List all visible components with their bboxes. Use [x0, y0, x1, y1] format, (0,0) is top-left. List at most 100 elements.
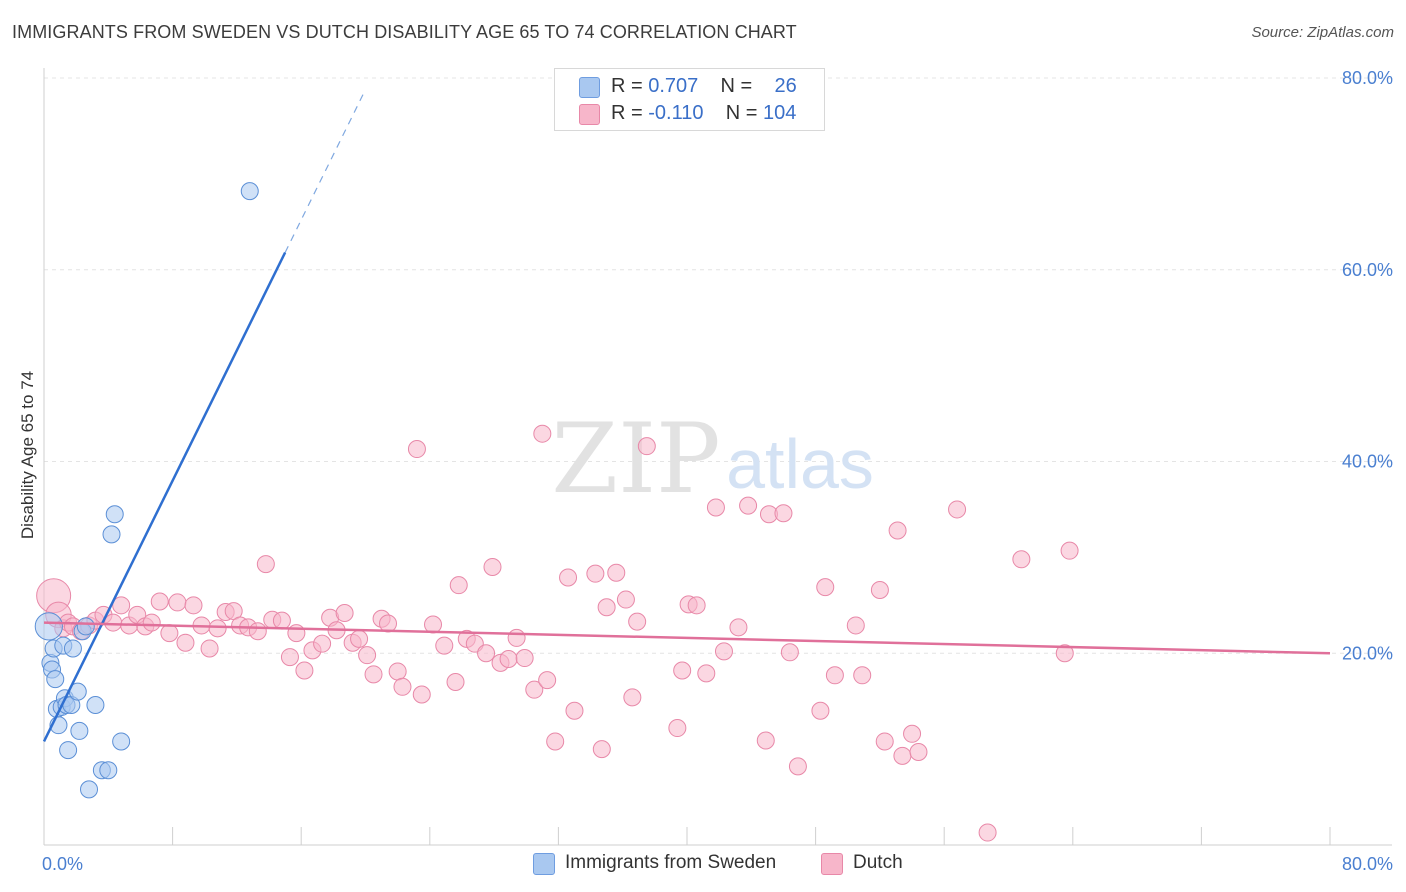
dutch-point — [774, 504, 793, 523]
chart-title: IMMIGRANTS FROM SWEDEN VS DUTCH DISABILI… — [12, 22, 797, 42]
y-tick-label: 20.0% — [1342, 643, 1393, 663]
dutch-point — [499, 650, 518, 669]
dutch-point — [673, 661, 692, 680]
dutch-point — [483, 557, 502, 576]
axes — [43, 68, 1392, 846]
dutch-point — [903, 724, 922, 743]
dutch-point — [533, 424, 552, 443]
dutch-point — [623, 688, 642, 707]
sweden-trend-extension — [284, 89, 367, 253]
dutch-point — [825, 666, 844, 685]
x-tick-label: 0.0% — [42, 854, 83, 874]
dutch-point — [280, 648, 299, 667]
dutch-point — [358, 646, 377, 665]
dutch-point — [272, 611, 291, 630]
dutch-point — [697, 664, 716, 683]
dutch-point — [287, 624, 306, 643]
sweden-point — [86, 696, 105, 715]
dutch-point — [435, 636, 454, 655]
legend-r-label: R = — [611, 102, 643, 124]
sweden-trend-line — [42, 251, 287, 743]
dutch-point — [538, 671, 557, 690]
dutch-point — [597, 598, 616, 617]
legend-n-label: N = — [725, 102, 758, 124]
legend-swatch-dutch — [579, 104, 600, 125]
dutch-point — [446, 673, 465, 692]
legend-swatch-dutch — [821, 853, 843, 875]
dutch-point — [407, 440, 426, 459]
dutch-point — [811, 701, 830, 720]
dutch-point — [142, 613, 161, 632]
dutch-point — [184, 596, 203, 615]
dutch-point — [616, 590, 635, 609]
dutch-point — [200, 639, 219, 658]
sweden-point — [102, 525, 121, 544]
dutch-point — [1060, 541, 1079, 560]
y-tick-label: 60.0% — [1342, 260, 1393, 280]
dutch-point — [208, 619, 227, 638]
legend-r-value: 0.707 — [648, 75, 699, 97]
sweden-point — [112, 732, 131, 751]
x-tick-label: 80.0% — [1342, 854, 1393, 874]
dutch-point — [1055, 644, 1074, 663]
dutch-point — [313, 634, 332, 653]
dutch-point — [816, 578, 835, 597]
dutch-point — [893, 746, 912, 765]
dutch-point — [586, 564, 605, 583]
dutch-point — [739, 496, 758, 515]
dutch-point — [449, 576, 468, 595]
legend-swatch-sweden — [533, 853, 555, 875]
legend-label-dutch: Dutch — [853, 852, 903, 873]
legend-r-label: R = — [611, 75, 643, 97]
stats-legend: R = 0.707 N = 26 R = -0.110 N = 104 — [554, 68, 825, 131]
dutch-point — [150, 592, 169, 611]
sweden-points — [34, 182, 259, 799]
dutch-point — [788, 757, 807, 776]
dutch-point — [628, 612, 647, 631]
dutch-point — [248, 622, 267, 641]
watermark: ZIP atlas — [551, 403, 874, 515]
dutch-point — [592, 740, 611, 759]
sweden-point — [240, 182, 259, 201]
dutch-point — [870, 580, 889, 599]
trend-lines — [42, 89, 1331, 743]
dutch-point — [424, 615, 443, 634]
sweden-point — [80, 780, 99, 799]
sweden-point — [76, 617, 95, 636]
dutch-point — [176, 633, 195, 652]
sweden-point — [99, 761, 118, 780]
dutch-point — [515, 649, 534, 668]
legend-swatch-sweden — [579, 77, 600, 98]
sweden-point — [70, 721, 89, 740]
watermark-zip: ZIP — [551, 403, 720, 515]
sweden-point — [34, 612, 63, 641]
source-label: Source: ZipAtlas.com — [1251, 24, 1394, 41]
dutch-point — [559, 568, 578, 587]
dutch-point — [668, 719, 687, 738]
dutch-point — [729, 618, 748, 637]
dutch-point — [335, 603, 354, 622]
dutch-point — [112, 596, 131, 615]
dutch-point — [637, 437, 656, 456]
dutch-point — [104, 613, 123, 632]
dutch-point — [948, 500, 967, 519]
y-tick-label: 40.0% — [1342, 452, 1393, 472]
sweden-point — [63, 639, 82, 658]
tick-labels: 20.0% 40.0% 60.0% 80.0% 0.0% 80.0% — [42, 68, 1393, 874]
dutch-point — [756, 731, 775, 750]
dutch-point — [714, 642, 733, 661]
dutch-point — [388, 662, 407, 681]
dutch-point — [888, 521, 907, 540]
dutch-point — [525, 680, 544, 699]
dutch-point — [909, 743, 928, 762]
dutch-point — [350, 629, 369, 648]
dutch-point — [875, 732, 894, 751]
watermark-atlas: atlas — [726, 425, 874, 503]
dutch-point — [160, 624, 179, 643]
grid-lines — [44, 77, 1392, 654]
dutch-point — [565, 701, 584, 720]
dutch-point — [706, 498, 725, 517]
dutch-point — [780, 643, 799, 662]
dutch-point — [846, 616, 865, 635]
